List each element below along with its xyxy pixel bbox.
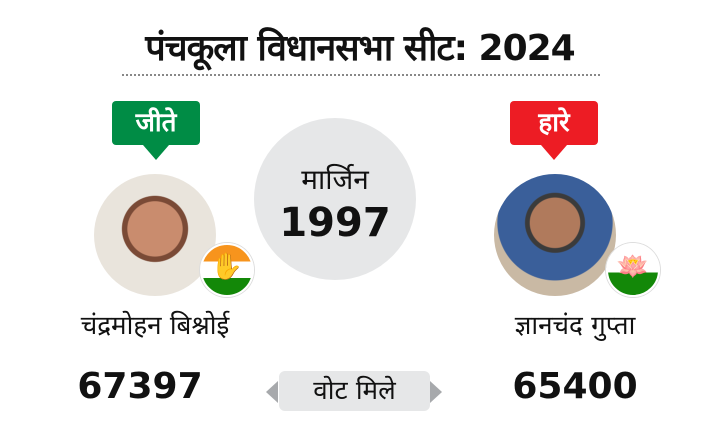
loser-name: ज्ञानचंद गुप्ता	[514, 311, 636, 341]
winner-status-badge: जीते	[112, 101, 200, 160]
margin-value: 1997	[279, 200, 391, 246]
winner-photo	[94, 174, 216, 296]
page-title: पंचकूला विधानसभा सीट: 2024	[145, 28, 575, 69]
margin-label: मार्जिन	[301, 163, 369, 196]
loser-votes: 65400	[512, 366, 638, 407]
margin-circle: मार्जिन 1997	[254, 118, 416, 280]
bjp-lotus-icon: 🪷	[606, 243, 660, 297]
congress-hand-icon: ✋	[200, 243, 254, 297]
title-divider	[122, 74, 600, 76]
winner-name: चंद्रमोहन बिश्नोई	[80, 311, 230, 341]
loser-status-badge: हारे	[510, 101, 598, 160]
loser-photo	[494, 174, 616, 296]
winner-votes: 67397	[77, 366, 203, 407]
arrow-left-icon	[266, 381, 278, 403]
arrow-right-icon	[430, 381, 442, 403]
votes-label: वोट मिले	[279, 371, 430, 411]
